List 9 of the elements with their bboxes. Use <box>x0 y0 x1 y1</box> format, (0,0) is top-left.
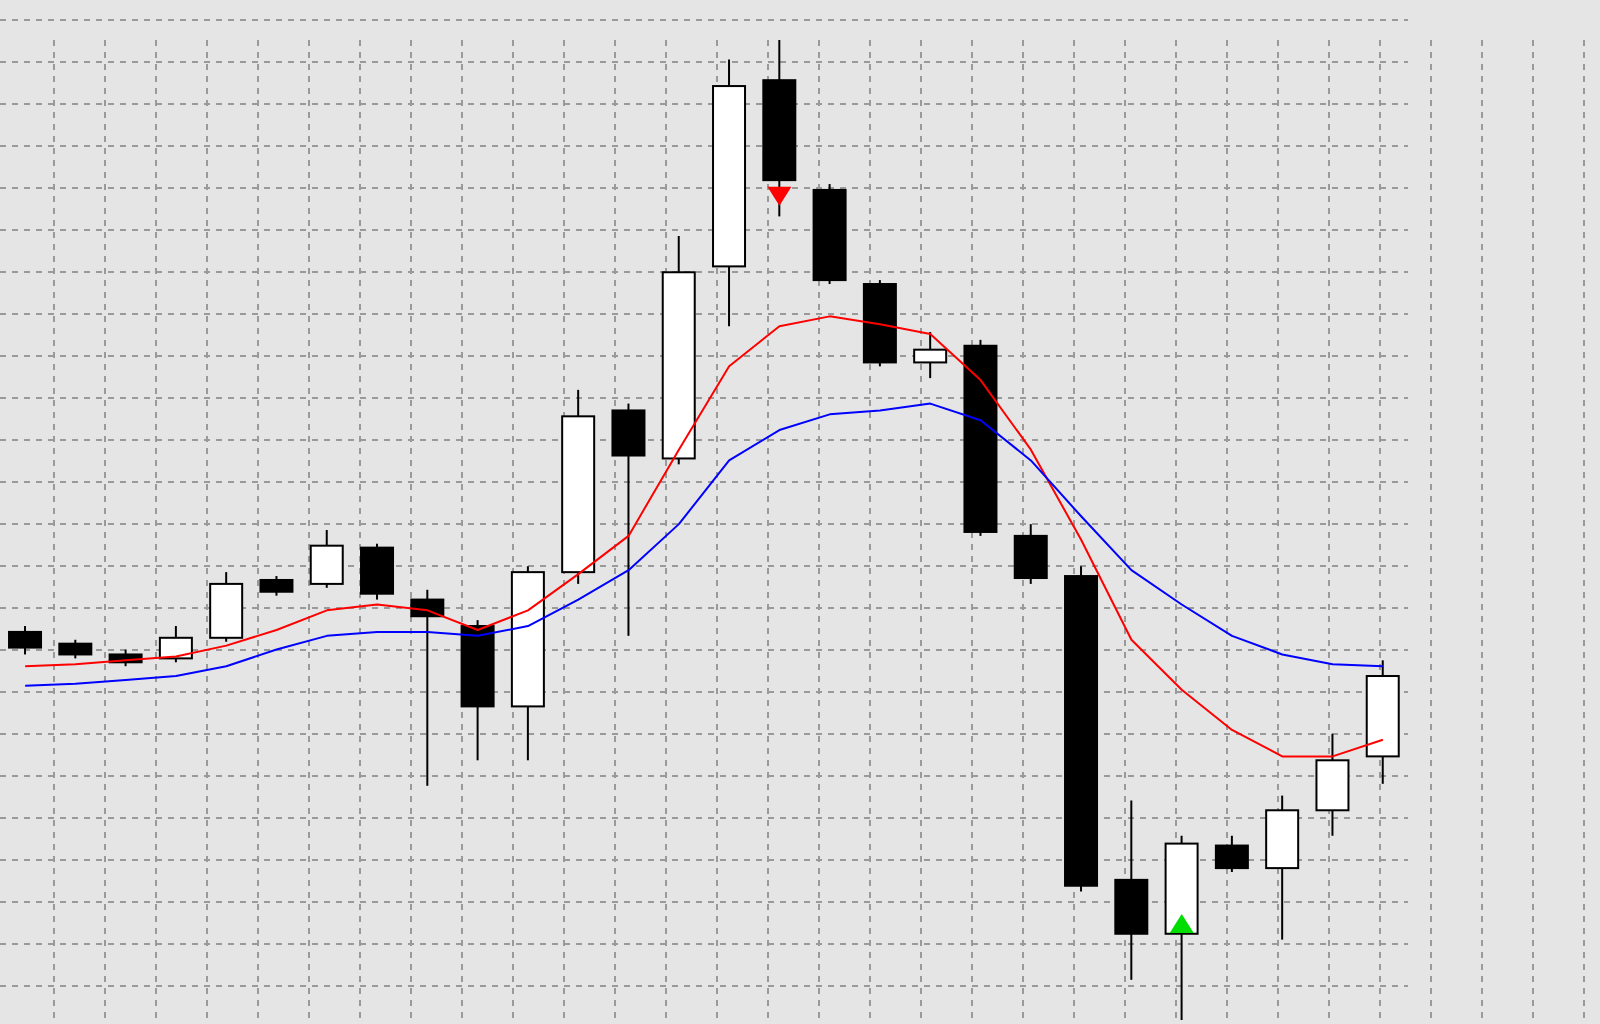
candlestick <box>259 575 294 597</box>
candlestick <box>611 402 646 637</box>
candlestick <box>1214 834 1249 874</box>
candlestick <box>913 331 948 380</box>
candlestick <box>309 529 344 589</box>
candlestick <box>1013 523 1048 585</box>
candlestick <box>58 638 93 660</box>
candlestick <box>360 542 395 601</box>
candlestick <box>8 625 43 656</box>
